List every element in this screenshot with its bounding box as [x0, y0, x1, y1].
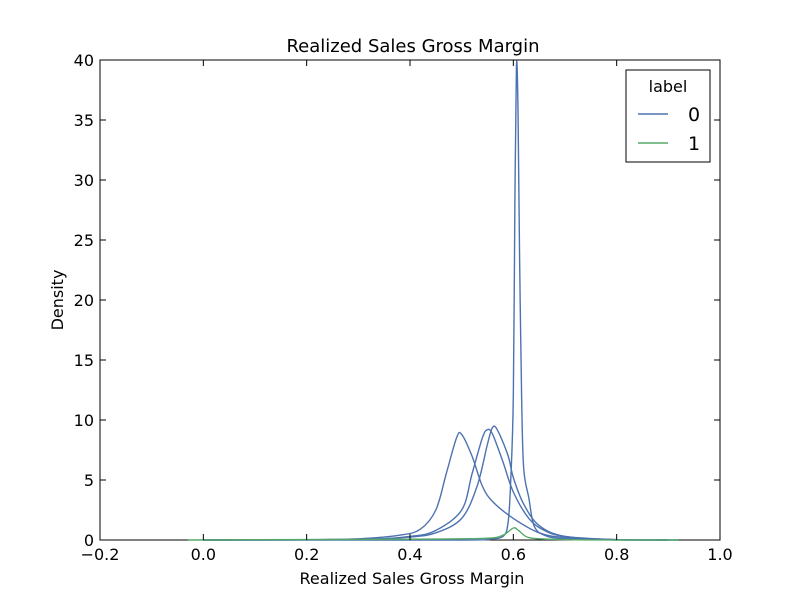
x-tick-label: 1.0	[707, 545, 732, 564]
y-tick-label: 35	[74, 111, 94, 130]
x-tick-label: 0.6	[501, 545, 526, 564]
y-tick-label: 25	[74, 231, 94, 250]
series-0-curve-1	[203, 428, 669, 541]
series-1-curve-0	[187, 527, 679, 541]
series-0-curve-2	[203, 425, 669, 541]
legend: label 0 1	[625, 69, 711, 163]
legend-label-0: 0	[688, 104, 700, 126]
x-tick-label: 0.8	[604, 545, 629, 564]
y-tick-label: 15	[74, 351, 94, 370]
y-axis-label: Density	[48, 270, 67, 331]
legend-frame	[625, 69, 711, 163]
y-tick-label: 30	[74, 171, 94, 190]
legend-label-1: 1	[688, 133, 700, 155]
y-tick-label: 10	[74, 411, 94, 430]
chart-title: Realized Sales Gross Margin	[286, 36, 539, 57]
y-tick-label: 0	[84, 531, 94, 550]
series-0-curve-0	[203, 431, 679, 541]
series-0-curve-3	[203, 60, 617, 541]
y-tick-label: 40	[74, 51, 94, 70]
series-layer	[187, 60, 679, 541]
x-axis: −0.2 0.0 0.2 0.4 0.6 0.8 1.0	[81, 60, 733, 564]
x-axis-label: Realized Sales Gross Margin	[300, 569, 525, 588]
x-tick-label: 0.0	[191, 545, 216, 564]
x-tick-label: −0.2	[81, 545, 120, 564]
x-tick-label: 0.4	[397, 545, 422, 564]
legend-title: label	[649, 77, 688, 96]
y-tick-label: 5	[84, 471, 94, 490]
y-tick-label: 20	[74, 291, 94, 310]
x-tick-label: 0.2	[294, 545, 319, 564]
